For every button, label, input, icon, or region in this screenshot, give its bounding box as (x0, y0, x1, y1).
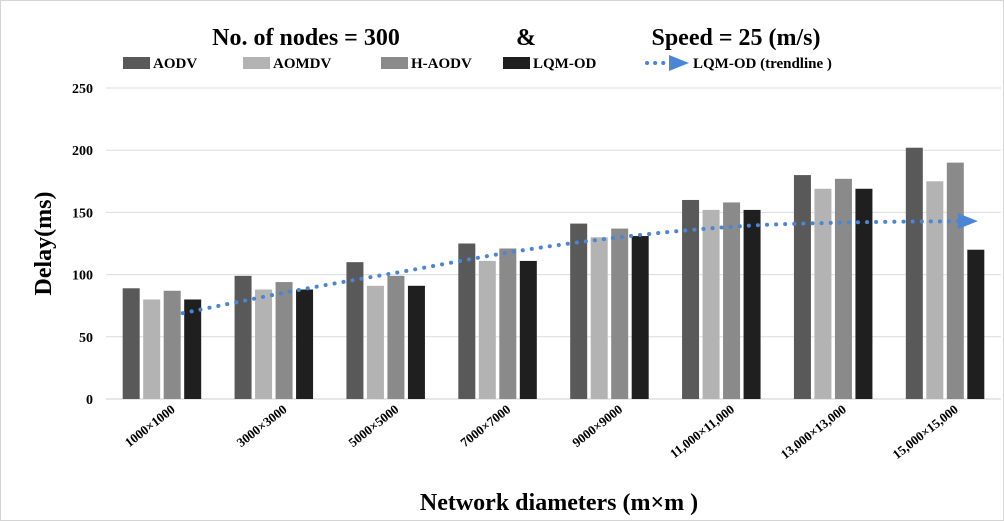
bar-lqm-od (631, 236, 649, 399)
bar-lqm-od (855, 188, 873, 399)
y-axis-label: Delay(ms) (31, 192, 57, 296)
bar-h-aodv (499, 248, 517, 399)
x-tick-label: 13,000×13,000 (778, 402, 849, 462)
x-tick-label: 5000×5000 (345, 402, 401, 450)
bar-lqm-od (519, 260, 537, 399)
chart-title-part: & (516, 25, 536, 51)
x-tick-label: 9000×9000 (569, 402, 625, 450)
bar-aodv (458, 243, 476, 399)
bar-aodv (905, 147, 923, 399)
legend-swatch (381, 57, 408, 69)
bar-aodv (122, 288, 140, 399)
bar-h-aodv (834, 178, 852, 399)
bar-lqm-od (296, 289, 314, 399)
legend-label: AOMDV (273, 56, 331, 72)
chart-title-part: No. of nodes = 300 (212, 25, 400, 51)
y-tick-label: 250 (72, 82, 93, 97)
chart-title-part: Speed = 25 (m/s) (651, 25, 820, 51)
x-tick-label: 11,000×11,000 (667, 402, 737, 462)
trendline-lqm-od (180, 219, 968, 316)
y-tick-label: 50 (79, 331, 93, 346)
legend-trendline-arrow (669, 55, 689, 71)
legend-label: AODV (153, 56, 197, 72)
trendline-arrow (957, 213, 978, 230)
legend-label: LQM-OD (533, 56, 596, 72)
bar-h-aodv (611, 228, 629, 399)
legend-swatch (123, 57, 150, 69)
bar-aomdv (366, 285, 384, 399)
bar-aodv (793, 175, 811, 399)
bar-h-aodv (946, 162, 964, 399)
x-axis-label: Network diameters (m×m ) (420, 490, 698, 516)
bar-aodv (682, 199, 700, 399)
bar-aomdv (143, 299, 161, 399)
legend-swatch (243, 57, 270, 69)
x-tick-label: 7000×7000 (457, 402, 513, 450)
bar-aomdv (478, 260, 496, 399)
bar-aomdv (702, 209, 720, 399)
y-tick-label: 150 (72, 206, 93, 221)
legend-label: H-AODV (411, 56, 472, 72)
bar-aomdv (255, 289, 273, 399)
bar-h-aodv (163, 290, 181, 399)
y-tick-label: 0 (86, 393, 93, 408)
bar-aodv (570, 223, 588, 399)
y-tick-label: 100 (72, 269, 93, 284)
x-tick-label: 1000×1000 (122, 402, 178, 450)
y-tick-label: 200 (72, 144, 93, 159)
bar-h-aodv (723, 202, 741, 399)
legend-swatch (503, 57, 530, 69)
bar-h-aodv (387, 275, 405, 399)
bar-aodv (234, 275, 252, 399)
bar-aomdv (590, 237, 608, 399)
bar-lqm-od (967, 249, 985, 399)
x-tick-label: 15,000×15,000 (889, 402, 960, 462)
bar-lqm-od (407, 285, 425, 399)
bar-lqm-od (743, 209, 761, 399)
bar-aodv (346, 262, 364, 399)
bar-aomdv (926, 181, 944, 399)
bar-lqm-od (184, 299, 202, 399)
legend-label: LQM-OD (trendline ) (693, 56, 832, 72)
bar-aomdv (814, 188, 832, 399)
x-tick-label: 3000×3000 (234, 402, 290, 450)
bar-h-aodv (275, 282, 293, 399)
